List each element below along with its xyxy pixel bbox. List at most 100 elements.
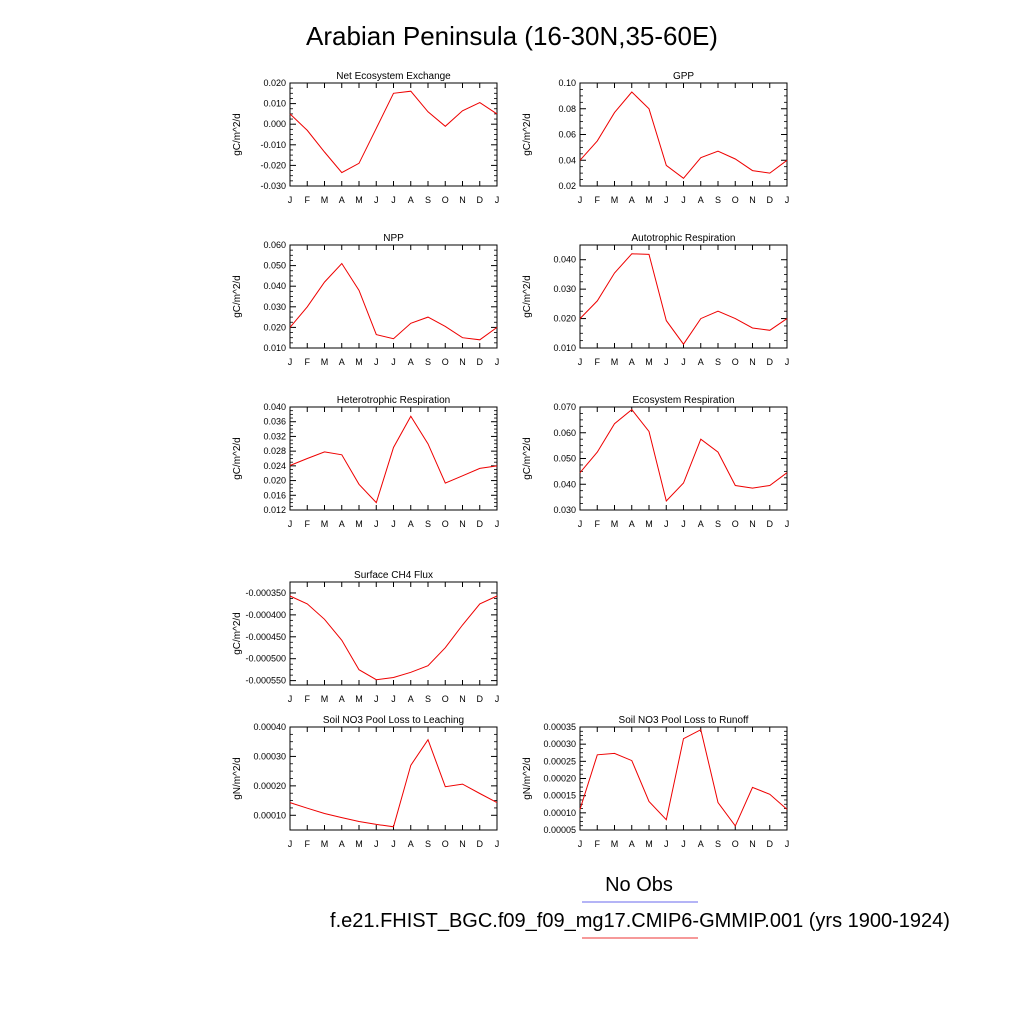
- x-tick-label: N: [459, 357, 466, 367]
- x-tick-label: A: [339, 195, 345, 205]
- plot-frame: [579, 406, 788, 511]
- y-tick-label: 0.020: [263, 322, 286, 332]
- x-tick-label: J: [374, 195, 379, 205]
- x-tick-label: J: [374, 357, 379, 367]
- x-tick-label: A: [408, 195, 414, 205]
- y-tick-label: 0.040: [263, 281, 286, 291]
- x-tick-label: M: [611, 839, 619, 849]
- y-tick-label: -0.030: [260, 181, 286, 191]
- panel-title: Ecosystem Respiration: [632, 395, 734, 406]
- y-tick-label: -0.010: [260, 140, 286, 150]
- panel-title: Autotrophic Respiration: [632, 233, 736, 244]
- x-tick-label: D: [477, 195, 484, 205]
- y-tick-label: 0.030: [263, 302, 286, 312]
- x-tick-label: J: [391, 195, 396, 205]
- x-tick-label: O: [442, 195, 449, 205]
- x-tick-label: J: [785, 195, 790, 205]
- y-tick-label: -0.000350: [245, 588, 286, 598]
- plot-frame: [289, 726, 498, 831]
- y-tick-label: 0.00010: [543, 808, 576, 818]
- plot-frame: [289, 581, 498, 686]
- x-tick-label: J: [391, 694, 396, 704]
- y-tick-label: 0.030: [553, 505, 576, 515]
- x-tick-label: J: [495, 839, 500, 849]
- y-tick-label: 0.00015: [543, 791, 576, 801]
- x-tick-label: J: [288, 519, 293, 529]
- x-tick-label: J: [495, 519, 500, 529]
- x-tick-label: S: [715, 357, 721, 367]
- y-tick-label: 0.010: [263, 99, 286, 109]
- x-tick-label: N: [749, 195, 756, 205]
- y-tick-label: 0.020: [263, 78, 286, 88]
- y-tick-label: 0.08: [558, 104, 576, 114]
- legend: No Obs f.e21.FHIST_BGC.f09_f09_mg17.CMIP…: [330, 874, 950, 939]
- x-tick-label: S: [425, 839, 431, 849]
- x-tick-label: A: [339, 694, 345, 704]
- x-tick-label: S: [425, 357, 431, 367]
- x-tick-label: M: [321, 839, 329, 849]
- x-tick-label: N: [749, 519, 756, 529]
- x-tick-label: A: [408, 694, 414, 704]
- plot-frame: [289, 406, 498, 511]
- y-axis-label: gN/m^2/d: [522, 757, 533, 800]
- legend-model-label: f.e21.FHIST_BGC.f09_f09_mg17.CMIP6-GMMIP…: [330, 910, 950, 932]
- x-tick-label: A: [339, 357, 345, 367]
- x-tick-label: A: [698, 839, 704, 849]
- x-tick-label: S: [425, 694, 431, 704]
- y-tick-label: 0.016: [263, 490, 286, 500]
- x-tick-label: A: [698, 357, 704, 367]
- y-axis-label: gC/m^2/d: [522, 113, 533, 156]
- series-line: [579, 408, 788, 503]
- x-tick-label: N: [459, 839, 466, 849]
- plot-frame: [579, 726, 788, 831]
- x-tick-label: N: [459, 519, 466, 529]
- x-tick-label: F: [595, 357, 601, 367]
- x-tick-label: M: [645, 839, 653, 849]
- y-tick-label: 0.06: [558, 130, 576, 140]
- x-tick-label: J: [785, 519, 790, 529]
- y-tick-label: 0.030: [553, 284, 576, 294]
- y-tick-label: 0.02: [558, 181, 576, 191]
- x-tick-label: A: [698, 519, 704, 529]
- x-tick-label: O: [732, 519, 739, 529]
- x-tick-label: F: [305, 357, 311, 367]
- x-tick-label: S: [715, 519, 721, 529]
- x-tick-label: M: [611, 357, 619, 367]
- x-tick-label: D: [767, 519, 774, 529]
- panel-title: Heterotrophic Respiration: [337, 395, 450, 406]
- x-tick-label: J: [681, 839, 686, 849]
- series-line: [579, 253, 788, 346]
- y-axis-label: gC/m^2/d: [522, 275, 533, 318]
- x-tick-label: J: [391, 357, 396, 367]
- x-tick-label: J: [664, 519, 669, 529]
- y-axis-label: gC/m^2/d: [232, 437, 243, 480]
- y-tick-label: 0.012: [263, 505, 286, 515]
- y-tick-label: 0.020: [553, 314, 576, 324]
- y-tick-label: 0.070: [553, 402, 576, 412]
- y-tick-label: 0.10: [558, 78, 576, 88]
- x-tick-label: J: [495, 195, 500, 205]
- y-tick-label: -0.000550: [245, 676, 286, 686]
- x-tick-label: M: [321, 357, 329, 367]
- x-tick-label: J: [785, 839, 790, 849]
- y-tick-label: 0.00030: [543, 739, 576, 749]
- y-tick-label: 0.040: [553, 255, 576, 265]
- x-tick-label: M: [321, 519, 329, 529]
- x-tick-label: N: [749, 357, 756, 367]
- x-tick-label: A: [629, 839, 635, 849]
- x-tick-label: F: [595, 195, 601, 205]
- x-tick-label: F: [305, 694, 311, 704]
- x-tick-label: S: [425, 195, 431, 205]
- y-tick-label: -0.000450: [245, 632, 286, 642]
- x-tick-label: J: [785, 357, 790, 367]
- x-tick-label: O: [732, 357, 739, 367]
- y-tick-label: 0.00010: [253, 810, 286, 820]
- x-tick-label: J: [374, 694, 379, 704]
- plot-frame: [579, 244, 788, 349]
- x-tick-label: O: [732, 195, 739, 205]
